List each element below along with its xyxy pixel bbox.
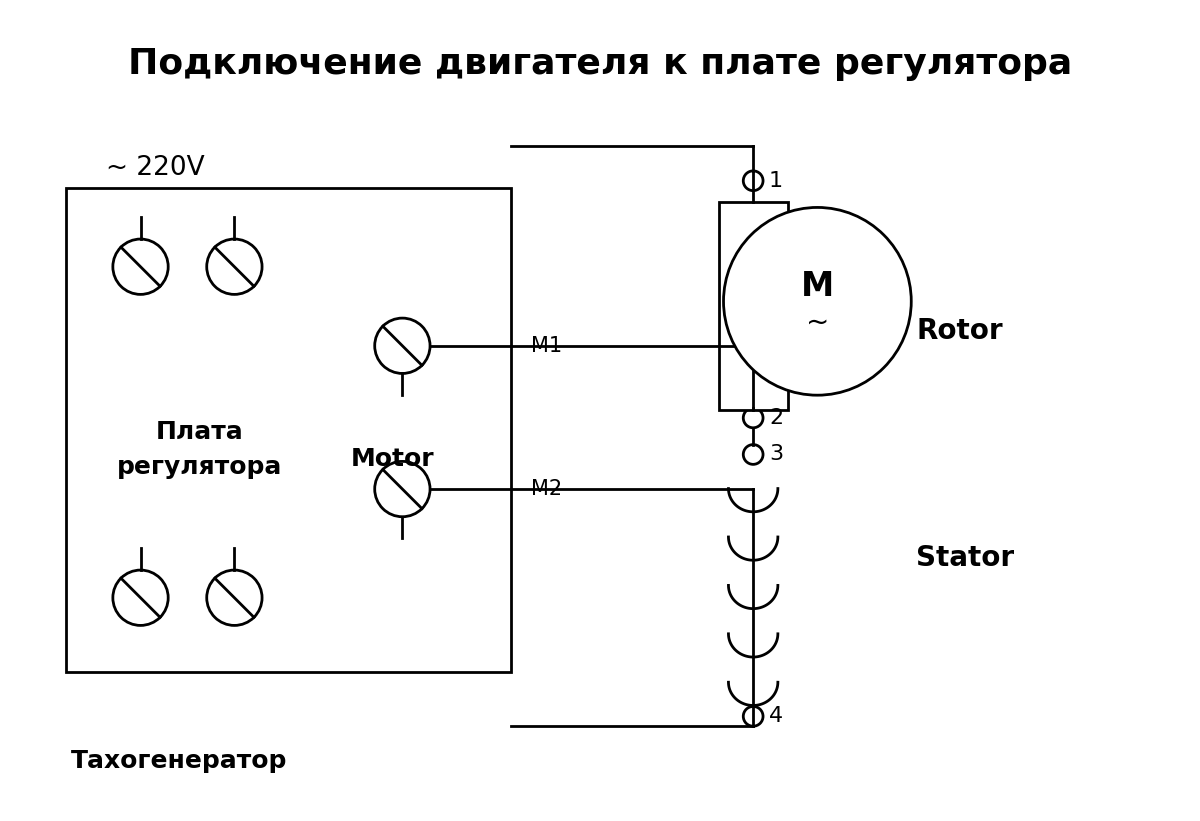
Text: 1: 1 [769, 171, 784, 190]
Circle shape [113, 570, 168, 626]
Text: M: M [800, 270, 834, 303]
Text: регулятора: регулятора [118, 456, 282, 479]
Text: ~ 220V: ~ 220V [106, 155, 204, 181]
Text: Тахогенератор: Тахогенератор [71, 749, 288, 773]
Text: Stator: Stator [917, 544, 1014, 572]
Circle shape [743, 171, 763, 190]
Text: 2: 2 [769, 408, 784, 428]
Bar [719, 203, 787, 410]
Circle shape [374, 461, 430, 516]
Circle shape [743, 445, 763, 465]
Circle shape [724, 208, 911, 395]
Text: Плата: Плата [156, 420, 244, 443]
Text: Motor: Motor [350, 447, 434, 471]
Text: Подключение двигателя к плате регулятора: Подключение двигателя к плате регулятора [128, 47, 1072, 81]
Bar [66, 188, 511, 672]
Circle shape [113, 239, 168, 295]
Circle shape [743, 706, 763, 727]
Circle shape [374, 318, 430, 374]
Text: M2: M2 [530, 479, 562, 499]
Circle shape [206, 570, 262, 626]
Text: ~: ~ [805, 309, 829, 337]
Text: 4: 4 [769, 706, 784, 727]
Text: Rotor: Rotor [917, 317, 1003, 345]
Circle shape [206, 239, 262, 295]
Circle shape [743, 408, 763, 428]
Text: M1: M1 [530, 336, 562, 355]
Text: 3: 3 [769, 444, 784, 465]
